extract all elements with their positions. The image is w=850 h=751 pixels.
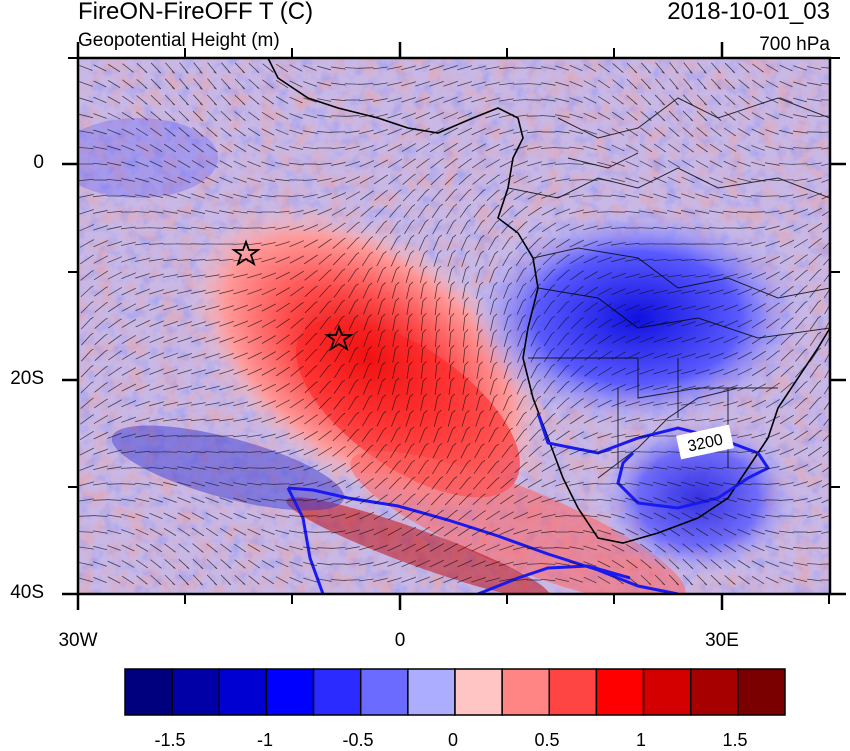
lon-label-30w: 30W xyxy=(58,630,98,651)
colorbar-swatch xyxy=(407,668,456,716)
colorbar-label: -1.5 xyxy=(154,730,186,750)
colorbar-swatch xyxy=(171,668,221,716)
colorbar-swatch xyxy=(265,668,315,716)
map-panel: 3200 xyxy=(78,58,830,594)
wind-barbs xyxy=(78,62,830,586)
colorbar-label: 0.5 xyxy=(534,730,560,750)
lat-label-20s: 20S xyxy=(10,368,44,389)
map-datetime: 2018-10-01_03 xyxy=(667,0,830,25)
contour-label: 3200 xyxy=(676,424,734,460)
lon-label-0: 0 xyxy=(394,630,406,651)
colorbar-label: 0 xyxy=(447,730,458,750)
colorbar-swatch xyxy=(312,668,362,716)
colorbar xyxy=(124,668,786,716)
colorbar-swatch xyxy=(548,668,598,716)
country-borders xyxy=(507,97,830,479)
map-title: FireON-FireOFF T (C) xyxy=(78,0,314,25)
colorbar-swatch xyxy=(218,668,268,716)
colorbar-label: 1.5 xyxy=(722,730,748,750)
colorbar-label: -1 xyxy=(256,730,273,750)
colorbar-label: -0.5 xyxy=(342,730,374,750)
lat-label-40s: 40S xyxy=(10,582,44,603)
colorbar-swatch xyxy=(595,668,645,716)
cool-anomaly-region xyxy=(468,208,808,428)
map-canvas: 3200 xyxy=(78,58,830,594)
height-contour-3200 xyxy=(287,486,679,594)
star-marker-2 xyxy=(324,324,354,352)
colorbar-swatch xyxy=(689,668,739,716)
colorbar-swatch xyxy=(737,668,786,716)
colorbar-swatch xyxy=(359,668,409,716)
colorbar-swatch xyxy=(642,668,692,716)
colorbar-swatch xyxy=(501,668,551,716)
star-marker-1 xyxy=(231,239,261,267)
colorbar-swatch xyxy=(124,668,173,716)
colorbar-label: 1 xyxy=(635,730,646,750)
map-subtitle: Geopotential Height (m) xyxy=(78,30,280,51)
pressure-level: 700 hPa xyxy=(759,34,830,55)
colorbar-swatch xyxy=(454,668,503,716)
lat-label-0: 0 xyxy=(33,152,44,173)
lon-label-30e: 30E xyxy=(705,630,739,651)
